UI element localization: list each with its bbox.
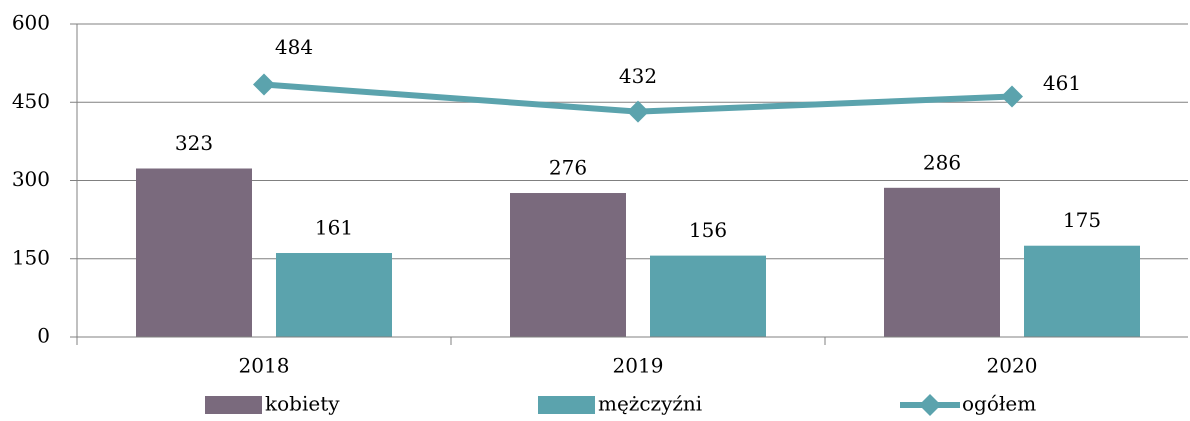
value-label: 156 xyxy=(689,218,727,242)
x-tick-label: 2018 xyxy=(239,354,290,378)
bar xyxy=(884,187,1000,337)
line-marker xyxy=(627,100,649,123)
y-tick-label: 150 xyxy=(12,245,50,269)
value-label: 432 xyxy=(619,64,657,88)
legend-swatch xyxy=(205,396,262,414)
legend-label: kobiety xyxy=(265,392,340,416)
y-tick-label: 450 xyxy=(12,89,50,113)
line-marker xyxy=(1001,85,1023,108)
value-label: 286 xyxy=(923,150,961,174)
legend-swatch xyxy=(538,396,595,414)
legend-label: mężczyźni xyxy=(598,392,702,416)
bar xyxy=(136,168,252,337)
y-tick-label: 0 xyxy=(37,324,50,348)
x-tick-label: 2019 xyxy=(613,354,664,378)
y-tick-label: 600 xyxy=(12,11,50,35)
legend-swatch xyxy=(919,394,941,416)
bar xyxy=(1024,245,1140,337)
x-tick-label: 2020 xyxy=(987,354,1038,378)
legend-label: ogółem xyxy=(962,392,1036,416)
line-marker xyxy=(253,73,275,96)
value-label: 461 xyxy=(1043,71,1081,95)
y-tick-label: 300 xyxy=(12,167,50,191)
bar xyxy=(276,253,392,337)
value-label: 276 xyxy=(549,156,587,180)
value-label: 323 xyxy=(175,131,213,155)
value-label: 484 xyxy=(275,35,313,59)
value-label: 175 xyxy=(1063,208,1101,232)
value-label: 161 xyxy=(315,216,353,240)
bar xyxy=(510,193,626,337)
bar xyxy=(650,255,766,337)
